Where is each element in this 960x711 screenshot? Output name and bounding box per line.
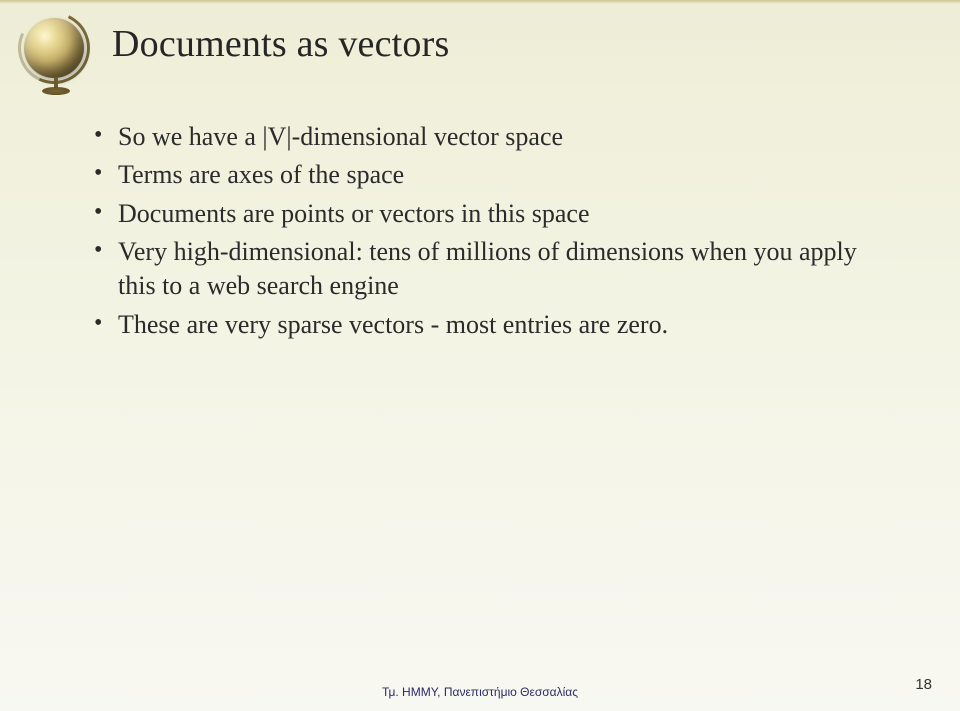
bullet-list: So we have a |V|-dimensional vector spac… — [92, 120, 890, 342]
page-number: 18 — [915, 676, 932, 693]
globe-icon — [18, 12, 94, 112]
decorative-top-bar — [0, 0, 960, 4]
footer-text: Τμ. ΗΜΜΥ, Πανεπιστήμιο Θεσσαλίας — [0, 685, 960, 699]
content-area: So we have a |V|-dimensional vector spac… — [92, 120, 890, 346]
bullet-item: So we have a |V|-dimensional vector spac… — [92, 120, 890, 154]
bullet-item: Documents are points or vectors in this … — [92, 197, 890, 231]
bullet-item: Terms are axes of the space — [92, 158, 890, 192]
slide-title: Documents as vectors — [112, 22, 449, 66]
bullet-item: Very high-dimensional: tens of millions … — [92, 235, 890, 304]
bullet-item: These are very sparse vectors - most ent… — [92, 308, 890, 342]
slide: Documents as vectors So we have a |V|-di… — [0, 0, 960, 711]
